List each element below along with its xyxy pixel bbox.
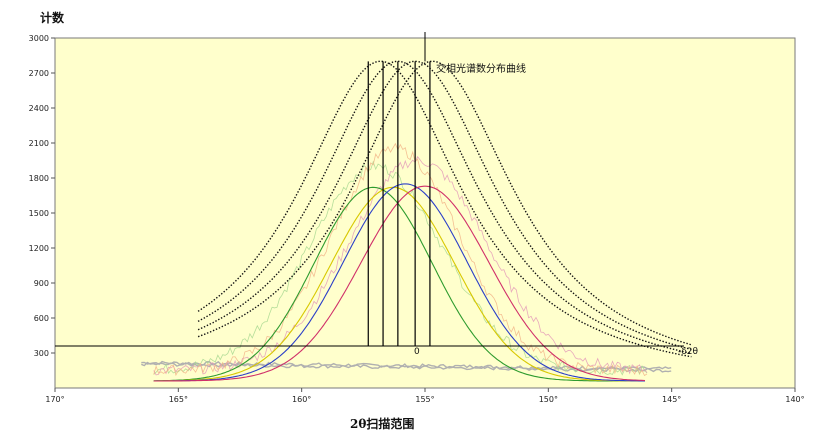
y-tick-label-2: 600: [34, 314, 49, 323]
envelope-series-2: [197, 60, 692, 354]
x-tick-label-1: 170°: [45, 395, 64, 404]
x-tick-label-3: 160°: [292, 395, 311, 404]
series-group: [141, 60, 692, 382]
baseline-noise-1: [141, 360, 672, 371]
peak-series-3: [153, 183, 645, 382]
y-axis-label: 计数: [40, 10, 65, 25]
chart-annotation: 交相光谱数分布曲线: [436, 62, 526, 75]
x-tick-label-5: 150°: [539, 395, 558, 404]
axes-group: 300 600 900 1200 1500 1800 2100 2400 2700 3000 170…: [29, 32, 805, 404]
x-tick-label-7: 140°: [785, 395, 804, 404]
peak-series-1: [153, 186, 645, 382]
noisy-series-3: [153, 142, 648, 377]
y-tick-label-8: 2400: [29, 104, 49, 113]
baseline-noise-2: [141, 361, 672, 373]
y-tick-label-9: 2700: [29, 69, 49, 78]
peak-series-4: [153, 185, 646, 382]
zero-label: 0: [414, 347, 420, 357]
peak-series-2: [153, 186, 646, 382]
envelope-series-1: [197, 60, 692, 358]
x-tick-label-6: 145°: [662, 395, 681, 404]
y-tick-label-3: 900: [34, 279, 49, 288]
y-tick-label-6: 1800: [29, 174, 49, 183]
noisy-series-2: [153, 155, 648, 376]
y-tick-label-4: 1200: [29, 244, 49, 253]
y-tick-label-5: 1500: [29, 209, 49, 218]
x-tick-label-2: 165°: [169, 395, 188, 404]
noisy-series-1: [153, 160, 648, 376]
y-tick-label-1: 300: [34, 349, 49, 358]
x-axis-label: 2θ扫描范围: [350, 416, 414, 431]
envelope-series-4: [197, 60, 692, 346]
y-tick-label-7: 2100: [29, 139, 49, 148]
x-tick-label-4: 155°: [415, 395, 434, 404]
plot-area: [54, 37, 796, 389]
offset-label: -δ2θ: [678, 347, 698, 357]
y-tick-label-10: 3000: [29, 34, 49, 43]
